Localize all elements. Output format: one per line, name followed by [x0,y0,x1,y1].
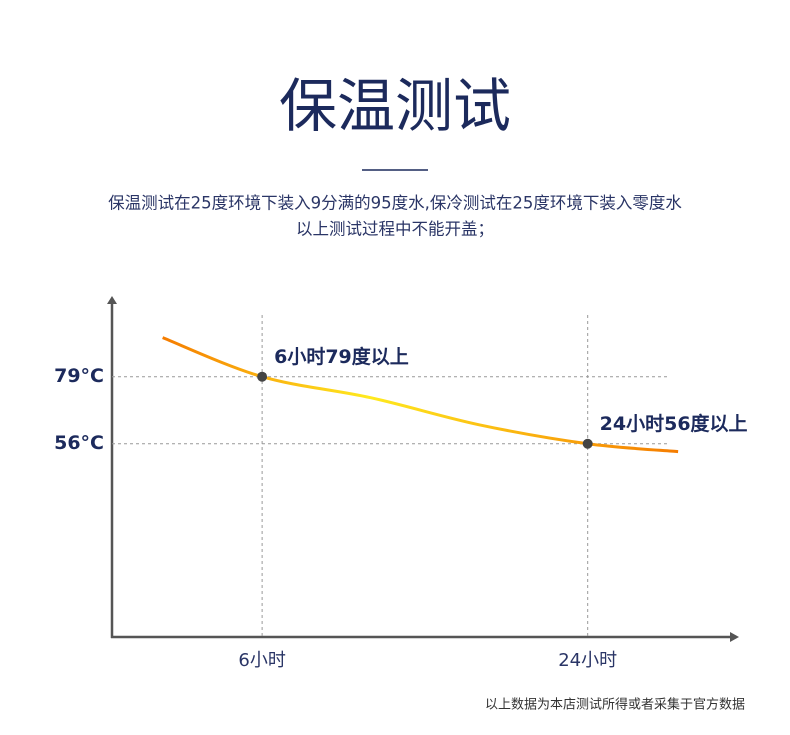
x-tick-label: 6小时 [238,650,285,671]
subtitle: 保温测试在25度环境下装入9分满的95度水,保冷测试在25度环境下装入零度水 [108,194,682,213]
x-axis-arrow [730,632,739,642]
y-tick-label: 56°C [54,432,104,454]
point [582,438,593,449]
footnote: 以上数据为本店测试所得或者采集于官方数据 [485,697,745,713]
annotation: 24小时56度以上 [600,412,748,435]
subtitle: 以上测试过程中不能开盖； [296,220,494,239]
annotation: 6小时79度以上 [274,345,409,368]
y-axis-arrow [107,296,117,304]
y-tick-label: 79°C [54,365,104,387]
x-tick-label: 24小时 [558,650,617,671]
chart-title: 保温测试 [279,72,511,140]
point [257,371,268,382]
